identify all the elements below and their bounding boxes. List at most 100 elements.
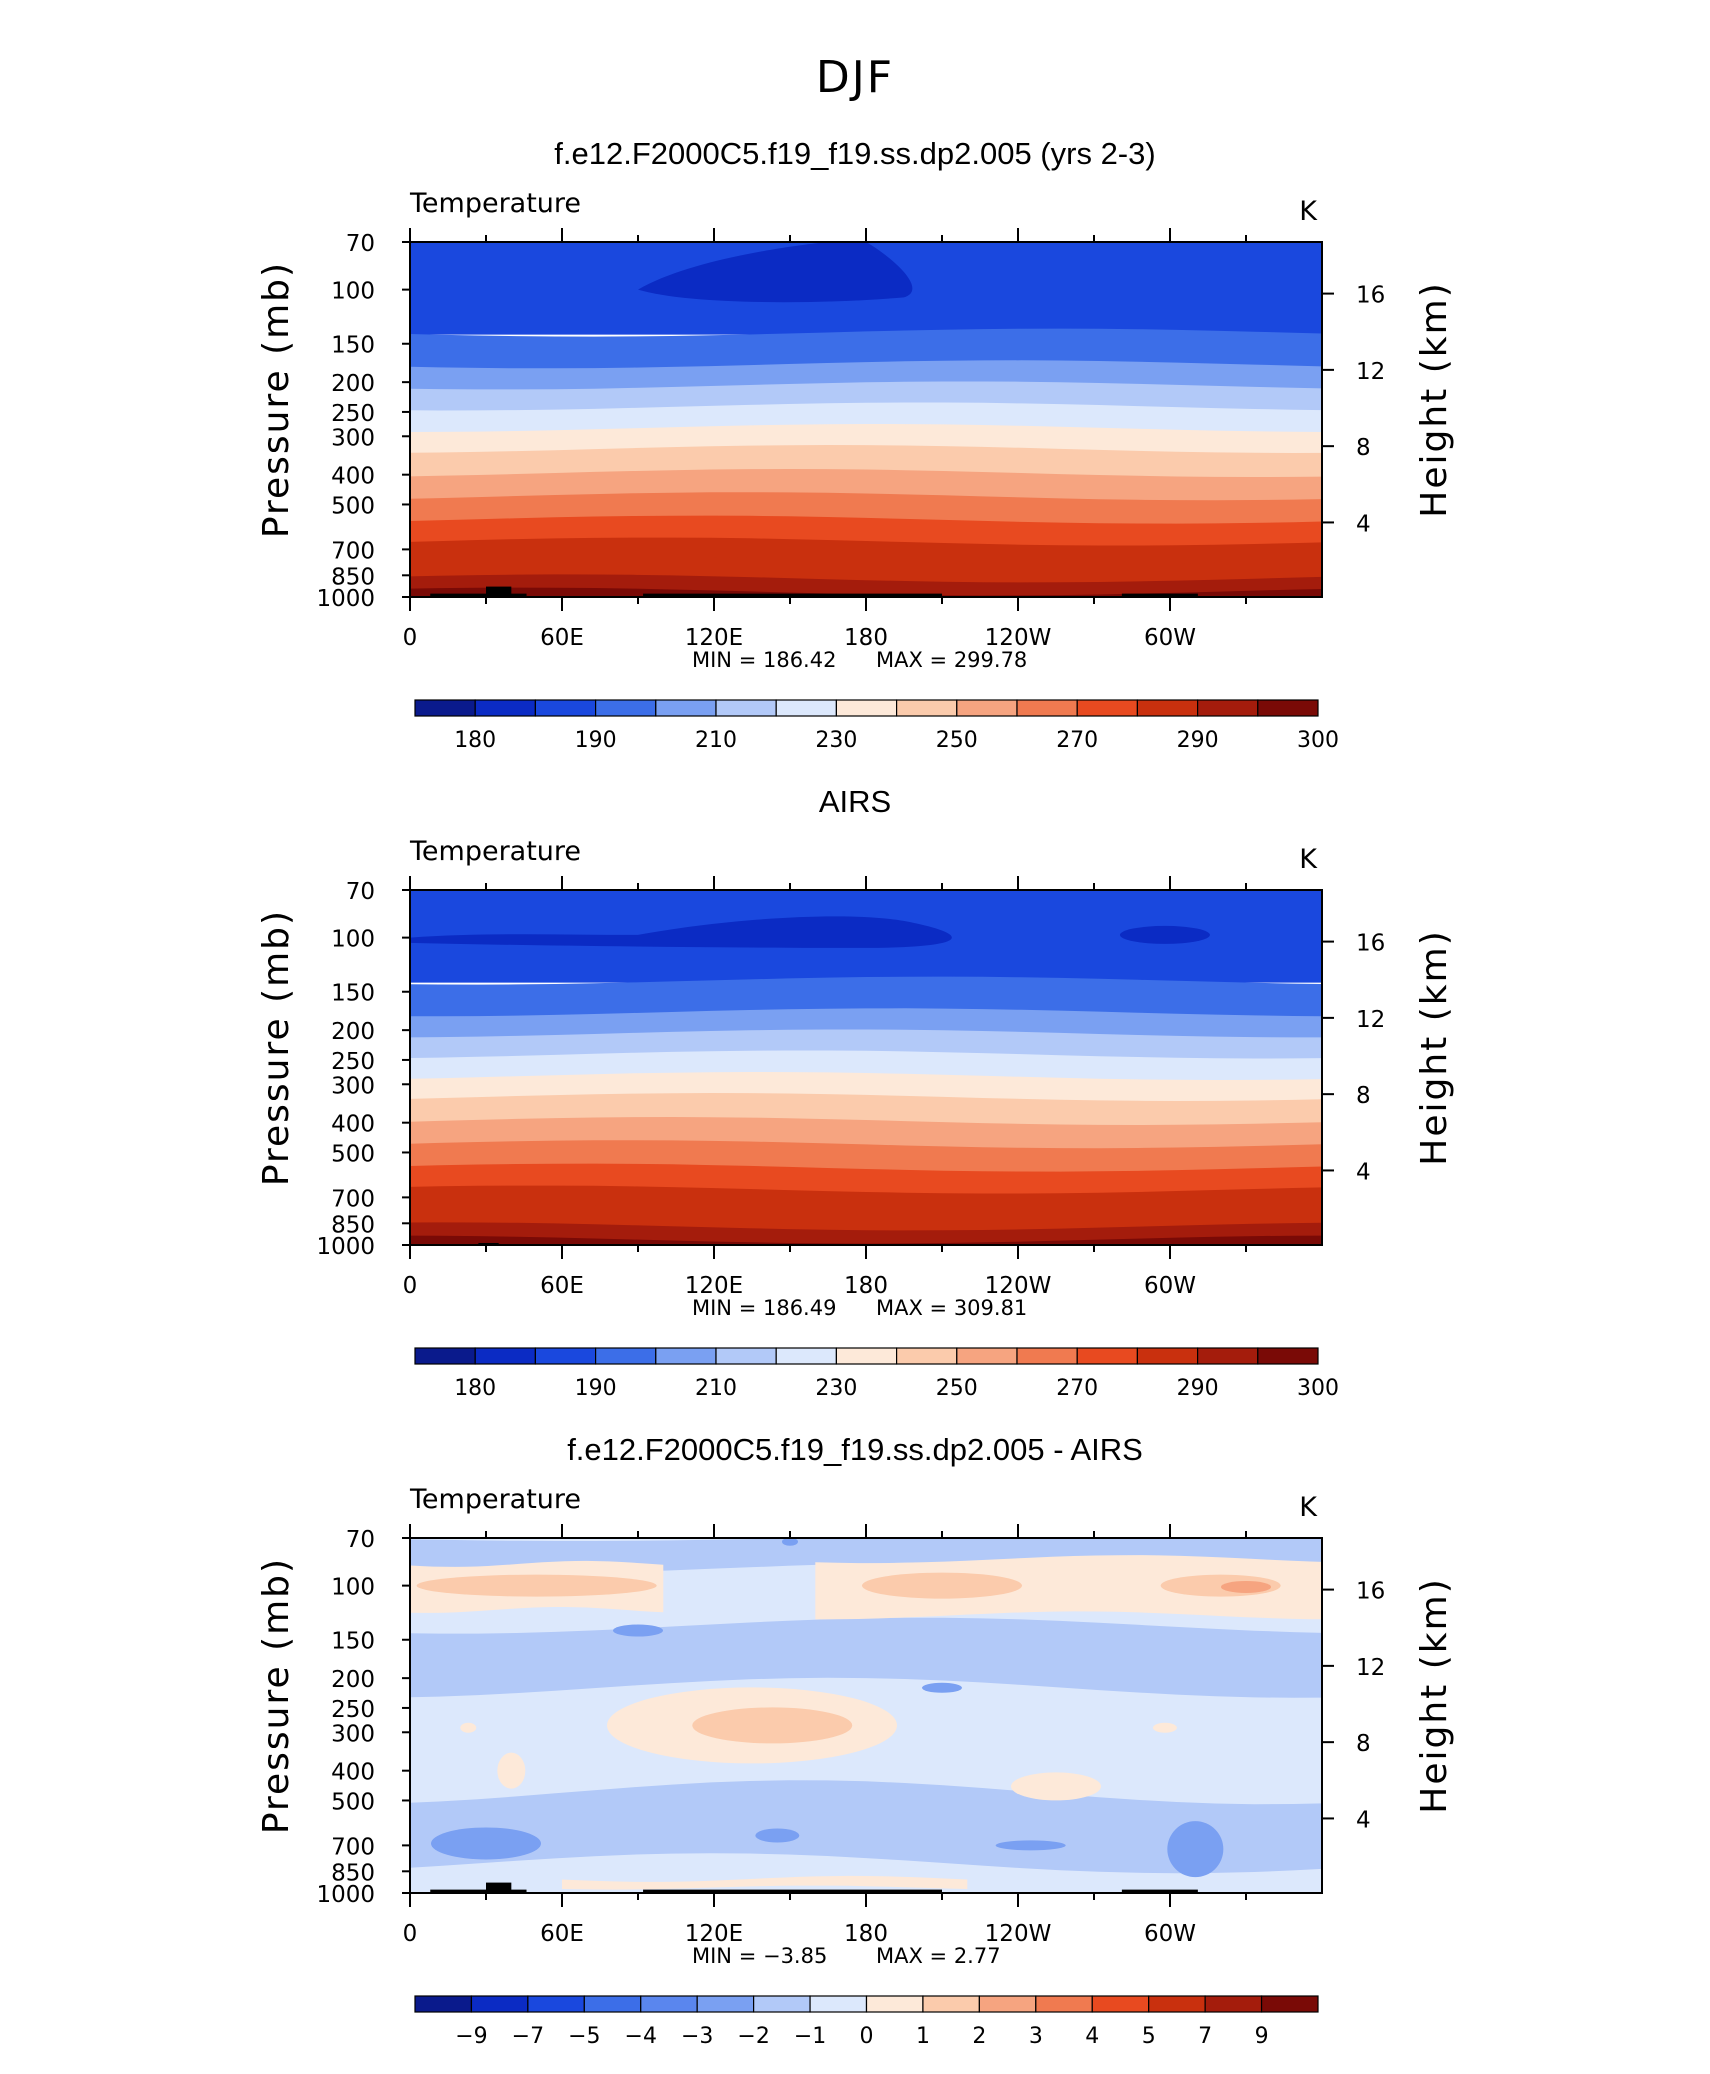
contour-band	[562, 1875, 968, 1890]
colorbar-swatch	[594, 1347, 657, 1365]
y-right-tick-label: 4	[1356, 1159, 1371, 1185]
colorbar-swatch	[865, 1995, 924, 2013]
contour-band	[815, 1555, 1322, 1620]
terrain-mask	[1121, 1889, 1198, 1893]
x-tick-label: 0	[403, 625, 418, 651]
contour-field	[410, 890, 1322, 1245]
colorbar-swatch	[1035, 1995, 1093, 2013]
min-label: MIN = 186.49	[692, 1296, 836, 1320]
units-label: K	[1299, 1492, 1318, 1523]
colorbar-swatch	[1016, 699, 1078, 717]
y-tick-label: 300	[331, 1073, 375, 1099]
contour-field	[410, 242, 1322, 597]
colorbar-swatch	[956, 699, 1018, 717]
y-tick-label: 100	[331, 927, 375, 953]
y-tick-label: 500	[331, 1789, 375, 1815]
colorbar-label: 250	[936, 728, 978, 753]
panel-title: AIRS	[819, 784, 891, 819]
y-tick-label: 500	[331, 1141, 375, 1167]
colorbar-swatch	[1016, 1347, 1078, 1365]
y-right-tick-label: 16	[1356, 931, 1385, 957]
colorbar-label: 270	[1056, 728, 1098, 753]
colorbar-swatch	[1148, 1995, 1206, 2013]
contour-region-warm	[1221, 1580, 1271, 1593]
colorbar-swatch	[775, 1347, 838, 1365]
colorbar-label: 290	[1177, 728, 1219, 753]
x-tick-label: 120E	[685, 1921, 743, 1947]
x-tick-label: 180	[844, 1273, 888, 1299]
colorbar-swatch	[809, 1995, 868, 2013]
terrain-mask	[486, 1882, 512, 1893]
colorbar-swatch	[1196, 1347, 1259, 1365]
terrain-mask	[643, 1889, 942, 1893]
colorbar-swatch	[583, 1995, 642, 2013]
contour-region-cold	[613, 1624, 663, 1637]
contour-region-cold	[782, 1538, 798, 1546]
left-string: Temperature	[409, 836, 581, 867]
y-tick-label: 100	[331, 1575, 375, 1601]
y-right-tick-label: 16	[1356, 283, 1385, 309]
colorbar-swatch	[655, 699, 717, 717]
y-tick-label: 70	[346, 879, 375, 905]
x-tick-label: 0	[403, 1921, 418, 1947]
y-right-tick-label: 12	[1356, 1007, 1385, 1033]
contour-band	[410, 537, 1322, 567]
colorbar-label: −4	[625, 2024, 657, 2049]
contour-region-cold	[922, 1682, 962, 1693]
colorbar-swatch	[696, 1995, 755, 2013]
contour-band	[410, 402, 1322, 434]
colorbar-swatch	[594, 699, 657, 717]
y-tick-label: 1000	[316, 1234, 375, 1260]
y-tick-label: 1000	[316, 586, 375, 612]
y-tick-label: 400	[331, 464, 375, 490]
contour-region-cold	[995, 1840, 1066, 1851]
terrain-mask	[643, 593, 942, 597]
colorbar-swatch	[1076, 699, 1138, 717]
colorbar-swatch	[1257, 1347, 1319, 1365]
contour-band	[410, 381, 1322, 413]
x-tick-label: 60W	[1144, 625, 1196, 651]
contour-band	[410, 1617, 1322, 1698]
min-label: MIN = 186.42	[692, 648, 836, 672]
figure-title: DJF	[816, 52, 894, 103]
units-label: K	[1299, 844, 1318, 875]
y-tick-label: 700	[331, 538, 375, 564]
contour-region-cold	[1167, 1821, 1224, 1878]
x-tick-label: 180	[844, 1921, 888, 1947]
y-tick-label: 70	[346, 1527, 375, 1553]
contour-band	[410, 1780, 1322, 1874]
contour-band	[410, 328, 1322, 371]
colorbar-label: −9	[455, 2024, 487, 2049]
contour-band	[410, 445, 1322, 479]
colorbar-swatch	[527, 1995, 585, 2013]
units-label: K	[1299, 196, 1318, 227]
contour-field	[410, 1538, 1322, 1893]
colorbar-swatch	[895, 1347, 958, 1365]
contour-region-warm	[497, 1752, 526, 1789]
max-label: MAX = 2.77	[876, 1944, 1001, 1968]
y-tick-label: 250	[331, 1049, 375, 1075]
y-tick-label: 250	[331, 401, 375, 427]
colorbar-label: 190	[575, 728, 617, 753]
terrain-mask	[486, 586, 512, 597]
colorbar-swatch	[922, 1995, 980, 2013]
y-axis-title: Pressure (mb)	[256, 261, 297, 538]
colorbar-label: 210	[695, 728, 737, 753]
contour-band	[410, 1235, 1322, 1245]
terrain-mask	[430, 1889, 527, 1893]
contour-region-cold	[410, 916, 952, 948]
colorbar-swatch	[1204, 1995, 1263, 2013]
x-tick-label: 120E	[685, 1273, 743, 1299]
x-tick-label: 60E	[540, 1921, 584, 1947]
contour-band	[410, 424, 1322, 455]
colorbar-swatch	[640, 1995, 698, 2013]
contour-region-cold	[638, 242, 913, 303]
colorbar-label: 4	[1085, 2024, 1099, 2049]
colorbar-label: 250	[936, 1376, 978, 1401]
x-tick-label: 60W	[1144, 1921, 1196, 1947]
contour-band	[410, 1072, 1322, 1103]
y-tick-label: 150	[331, 1629, 375, 1655]
colorbar-swatch	[775, 699, 838, 717]
y-tick-label: 300	[331, 1721, 375, 1747]
